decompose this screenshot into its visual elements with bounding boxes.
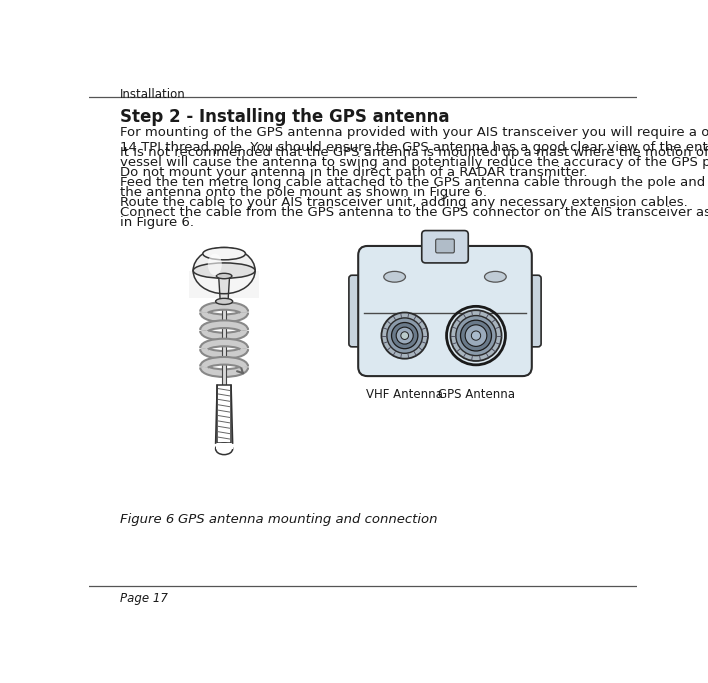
Ellipse shape [216, 443, 233, 455]
Text: Feed the ten metre long cable attached to the GPS antenna cable through the pole: Feed the ten metre long cable attached t… [120, 176, 708, 189]
Ellipse shape [208, 253, 222, 275]
FancyBboxPatch shape [422, 231, 468, 263]
Circle shape [387, 318, 423, 353]
Text: Step 2 - Installing the GPS antenna: Step 2 - Installing the GPS antenna [120, 108, 449, 126]
Polygon shape [216, 443, 233, 449]
FancyBboxPatch shape [435, 239, 455, 253]
Circle shape [460, 320, 491, 351]
Ellipse shape [484, 271, 506, 282]
Text: in Figure 6.: in Figure 6. [120, 216, 193, 229]
Ellipse shape [384, 271, 406, 282]
Ellipse shape [216, 298, 233, 305]
Ellipse shape [193, 263, 255, 278]
Text: GPS antenna mounting and connection: GPS antenna mounting and connection [178, 513, 437, 526]
Ellipse shape [193, 247, 255, 294]
Text: vessel will cause the antenna to swing and potentially reduce the accuracy of th: vessel will cause the antenna to swing a… [120, 156, 708, 169]
Circle shape [396, 327, 413, 344]
Text: It is not recommended that the GPS antenna is mounted up a mast where the motion: It is not recommended that the GPS anten… [120, 146, 708, 159]
Polygon shape [217, 385, 231, 443]
Circle shape [472, 331, 481, 340]
Ellipse shape [217, 273, 232, 279]
Text: VHF Antenna: VHF Antenna [366, 389, 443, 402]
Text: Figure 6: Figure 6 [120, 513, 173, 526]
Circle shape [392, 322, 418, 349]
Polygon shape [222, 303, 227, 388]
Circle shape [456, 316, 496, 356]
Text: Installation: Installation [120, 88, 185, 101]
Text: Page 17: Page 17 [120, 591, 167, 604]
FancyBboxPatch shape [518, 275, 541, 347]
FancyBboxPatch shape [349, 275, 372, 347]
Text: Route the cable to your AIS transceiver unit, adding any necessary extension cab: Route the cable to your AIS transceiver … [120, 196, 687, 209]
Bar [189, 270, 259, 298]
Polygon shape [219, 277, 229, 301]
FancyBboxPatch shape [358, 246, 532, 376]
Circle shape [401, 332, 409, 339]
Text: For mounting of the GPS antenna provided with your AIS transceiver you will requ: For mounting of the GPS antenna provided… [120, 126, 708, 154]
Text: Connect the cable from the GPS antenna to the GPS connector on the AIS transceiv: Connect the cable from the GPS antenna t… [120, 206, 708, 219]
Text: the antenna onto the pole mount as shown in Figure 6.: the antenna onto the pole mount as shown… [120, 186, 486, 199]
Circle shape [450, 310, 501, 361]
Circle shape [465, 325, 487, 346]
Ellipse shape [202, 247, 246, 260]
Text: Do not mount your antenna in the direct path of a RADAR transmitter.: Do not mount your antenna in the direct … [120, 166, 587, 179]
Circle shape [382, 313, 428, 359]
Text: GPS Antenna: GPS Antenna [438, 389, 515, 402]
